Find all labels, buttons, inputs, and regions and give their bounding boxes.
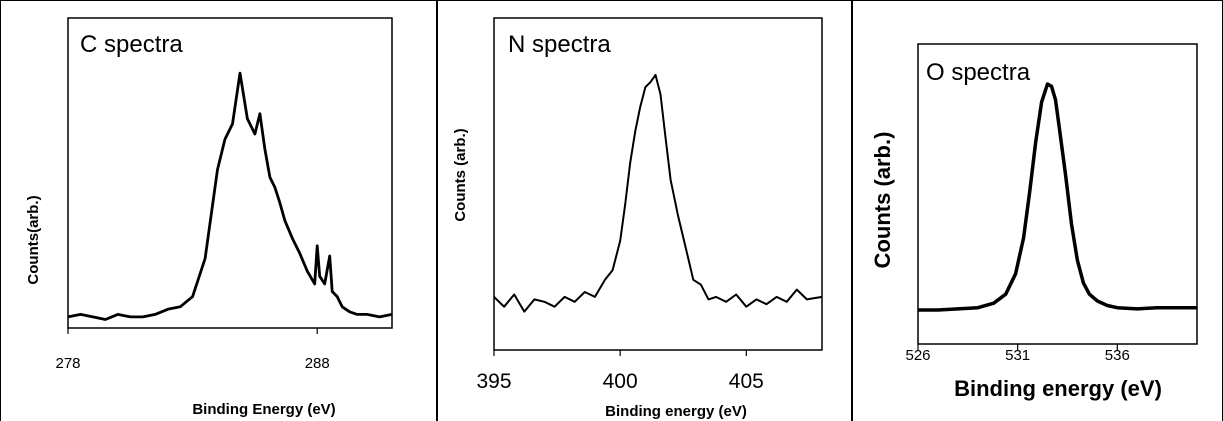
y-axis-title: Counts (arb.) xyxy=(452,128,469,221)
chart-title: N spectra xyxy=(508,31,611,58)
y-axis-title: Counts (arb.) xyxy=(870,132,895,269)
x-tick-label: 278 xyxy=(55,355,80,372)
series-line xyxy=(67,71,393,321)
chart-n-spectra: 395 400 405 N spectra Binding energy (eV) … xyxy=(452,17,823,420)
x-tick-label: 400 xyxy=(603,370,638,393)
x-tick-label: 526 xyxy=(905,347,930,364)
chart-title: O spectra xyxy=(926,59,1031,86)
x-axis-title: Binding Energy (eV) xyxy=(192,401,335,418)
x-tick-label: 405 xyxy=(729,370,764,393)
plot-area xyxy=(67,17,393,329)
y-axis-title: Counts(arb.) xyxy=(25,195,42,284)
chart-o-spectra: 526 531 536 O spectra Binding energy (eV) … xyxy=(870,43,1198,401)
plot-area xyxy=(917,43,1198,345)
x-tick-label: 536 xyxy=(1105,347,1130,364)
series-line xyxy=(493,73,823,313)
chart-c-spectra: 278 288 C spectra Binding Energy (eV) Cou… xyxy=(25,17,393,418)
series-line xyxy=(918,82,1197,312)
panel-divider xyxy=(436,0,438,421)
x-tick-label: 395 xyxy=(476,370,511,393)
x-axis-title: Binding energy (eV) xyxy=(954,376,1162,401)
x-axis-title: Binding energy (eV) xyxy=(605,403,747,420)
x-tick-label: 531 xyxy=(1005,347,1030,364)
x-tick-label: 288 xyxy=(305,355,330,372)
panel-divider xyxy=(851,0,853,421)
plot-area xyxy=(493,17,823,351)
chart-title: C spectra xyxy=(80,31,183,58)
